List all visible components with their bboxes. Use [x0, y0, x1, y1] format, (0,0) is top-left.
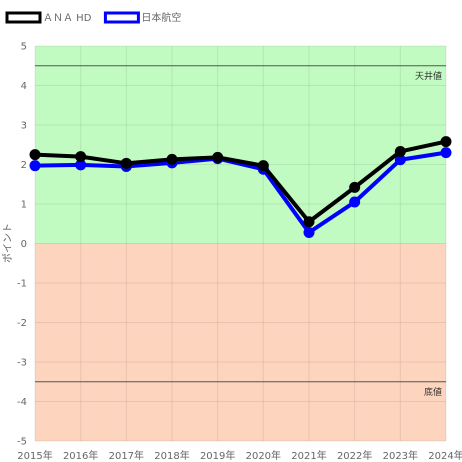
y-tick-label: -3 [17, 358, 27, 369]
y-tick-label: 3 [21, 121, 27, 132]
x-tick-label: 2015年 [17, 449, 52, 462]
x-tick-label: 2019年 [200, 449, 235, 462]
reference-line-label: 底値 [424, 386, 442, 398]
data-point[interactable] [29, 149, 41, 161]
y-tick-label: 1 [21, 200, 27, 211]
data-point[interactable] [394, 145, 406, 157]
negative-band [35, 243, 446, 441]
data-point[interactable] [75, 151, 87, 163]
y-tick-label: -5 [17, 437, 27, 448]
data-point[interactable] [349, 181, 361, 193]
x-tick-label: 2024年 [428, 449, 462, 462]
data-point[interactable] [120, 157, 132, 169]
data-point[interactable] [29, 160, 41, 172]
legend-label[interactable]: 日本航空 [141, 11, 181, 24]
y-tick-label: 5 [21, 42, 27, 53]
data-point[interactable] [166, 153, 178, 165]
y-tick-label: -2 [17, 318, 27, 329]
data-point[interactable] [303, 216, 315, 228]
data-point[interactable] [394, 154, 406, 166]
data-point[interactable] [212, 151, 224, 163]
legend[interactable]: ＡＮＡ HD 日本航空 [5, 11, 181, 24]
data-point[interactable] [303, 226, 315, 238]
positive-band [35, 46, 446, 244]
y-tick-label: -4 [17, 397, 27, 408]
data-point[interactable] [257, 160, 269, 172]
legend-swatch[interactable] [103, 11, 140, 24]
data-point[interactable] [440, 136, 452, 148]
y-tick-label: 0 [21, 239, 27, 250]
legend-label[interactable]: ＡＮＡ HD [43, 13, 92, 24]
x-tick-label: 2018年 [154, 449, 189, 462]
y-tick-label: 4 [21, 81, 27, 92]
background-bands [35, 46, 446, 441]
data-point[interactable] [75, 159, 87, 171]
series-line [33, 139, 448, 224]
x-tick-label: 2020年 [246, 449, 281, 462]
x-tick-label: 2023年 [383, 449, 418, 462]
x-tick-label: 2022年 [337, 449, 372, 462]
legend-swatch[interactable] [5, 11, 42, 24]
x-tick-label: 2017年 [109, 449, 144, 462]
y-tick-label: -1 [17, 279, 27, 290]
data-point[interactable] [440, 147, 452, 159]
y-tick-label: 2 [21, 160, 27, 171]
series-group [29, 136, 452, 238]
x-tick-label: 2021年 [291, 449, 326, 462]
data-point[interactable] [349, 196, 361, 208]
y-axis-title: ポイント [2, 223, 14, 263]
x-tick-label: 2016年 [63, 449, 98, 462]
reference-line-label: 天井値 [415, 70, 442, 82]
series-line [33, 150, 448, 235]
